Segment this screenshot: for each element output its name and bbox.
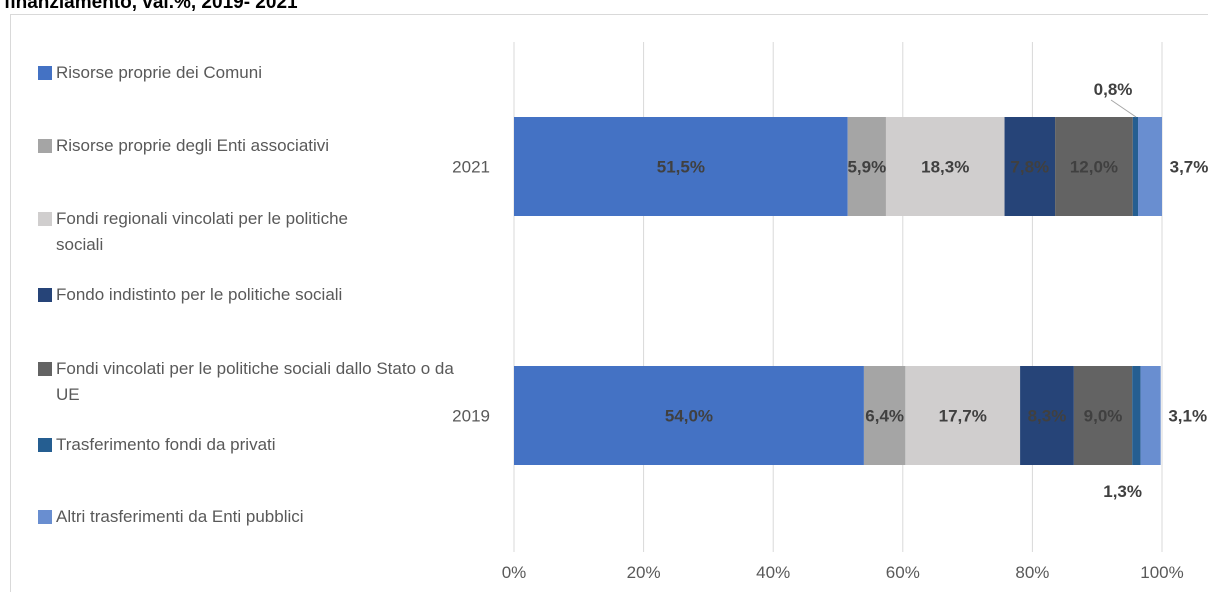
legend-item: Fondo indistinto per le politiche social… xyxy=(38,282,342,308)
legend-swatch xyxy=(38,212,52,226)
leader-line xyxy=(1110,99,1137,118)
chart-border xyxy=(10,14,1208,592)
legend-label: Risorse proprie dei Comuni xyxy=(56,63,262,82)
y-tick-label: 2019 xyxy=(452,407,490,426)
legend-label: Risorse proprie degli Enti associativi xyxy=(56,136,330,155)
legend-label: Trasferimento fondi da privati xyxy=(56,435,276,454)
bar-segment xyxy=(1020,366,1074,465)
legend-item: Fondi vincolati per le politiche sociali… xyxy=(38,356,456,408)
legend-swatch xyxy=(38,510,52,524)
bar-segment xyxy=(1132,366,1141,465)
legend-label: Altri trasferimenti da Enti pubblici xyxy=(56,507,304,526)
bar-segment xyxy=(1132,117,1139,216)
bar-segment xyxy=(885,117,1005,216)
data-label: 9,0% xyxy=(1084,407,1123,426)
data-label: 8,3% xyxy=(1028,407,1067,426)
bar-segment xyxy=(514,366,864,465)
data-label: 3,7% xyxy=(1170,158,1208,177)
legend-swatch xyxy=(38,288,52,302)
legend-swatch xyxy=(38,362,52,376)
data-label: 3,1% xyxy=(1168,407,1207,426)
legend-label: Fondi regionali vincolati per le politic… xyxy=(56,209,348,254)
x-tick-label: 80% xyxy=(1015,563,1049,582)
bar-segment xyxy=(1055,117,1133,216)
legend-item: Risorse proprie degli Enti associativi xyxy=(38,133,329,159)
legend-swatch xyxy=(38,139,52,153)
data-label: 17,7% xyxy=(939,407,987,426)
data-label: 51,5% xyxy=(657,158,705,177)
x-tick-label: 20% xyxy=(627,563,661,582)
legend-item: Trasferimento fondi da privati xyxy=(38,432,276,458)
data-label: 12,0% xyxy=(1070,158,1118,177)
bar-segment xyxy=(847,117,886,216)
legend-item: Fondi regionali vincolati per le politic… xyxy=(38,206,376,258)
data-label: 5,9% xyxy=(847,158,886,177)
bar-segment xyxy=(514,117,848,216)
legend-swatch xyxy=(38,66,52,80)
legend-label: Fondi vincolati per le politiche sociali… xyxy=(56,359,454,404)
bar-segment xyxy=(863,366,906,465)
bar-segment xyxy=(1004,117,1056,216)
bar-segment xyxy=(1140,366,1161,465)
bar-segment xyxy=(1073,366,1133,465)
bar-segment xyxy=(905,366,1021,465)
legend-item: Altri trasferimenti da Enti pubblici xyxy=(38,504,304,530)
data-label: 0,8% xyxy=(1094,80,1133,99)
data-label: 54,0% xyxy=(665,407,713,426)
x-tick-label: 60% xyxy=(886,563,920,582)
x-tick-label: 0% xyxy=(502,563,527,582)
data-label: 1,3% xyxy=(1103,482,1142,501)
y-tick-label: 2021 xyxy=(452,158,490,177)
legend-item: Risorse proprie dei Comuni xyxy=(38,60,262,86)
data-label: 18,3% xyxy=(921,158,969,177)
data-label: 6,4% xyxy=(865,407,904,426)
x-tick-label: 40% xyxy=(756,563,790,582)
data-label: 7,8% xyxy=(1010,158,1049,177)
legend-label: Fondo indistinto per le politiche social… xyxy=(56,285,343,304)
x-tick-label: 100% xyxy=(1140,563,1183,582)
bar-segment xyxy=(1138,117,1162,216)
legend-swatch xyxy=(38,438,52,452)
chart-title: finanziamento, val.%, 2019- 2021 xyxy=(4,0,298,13)
